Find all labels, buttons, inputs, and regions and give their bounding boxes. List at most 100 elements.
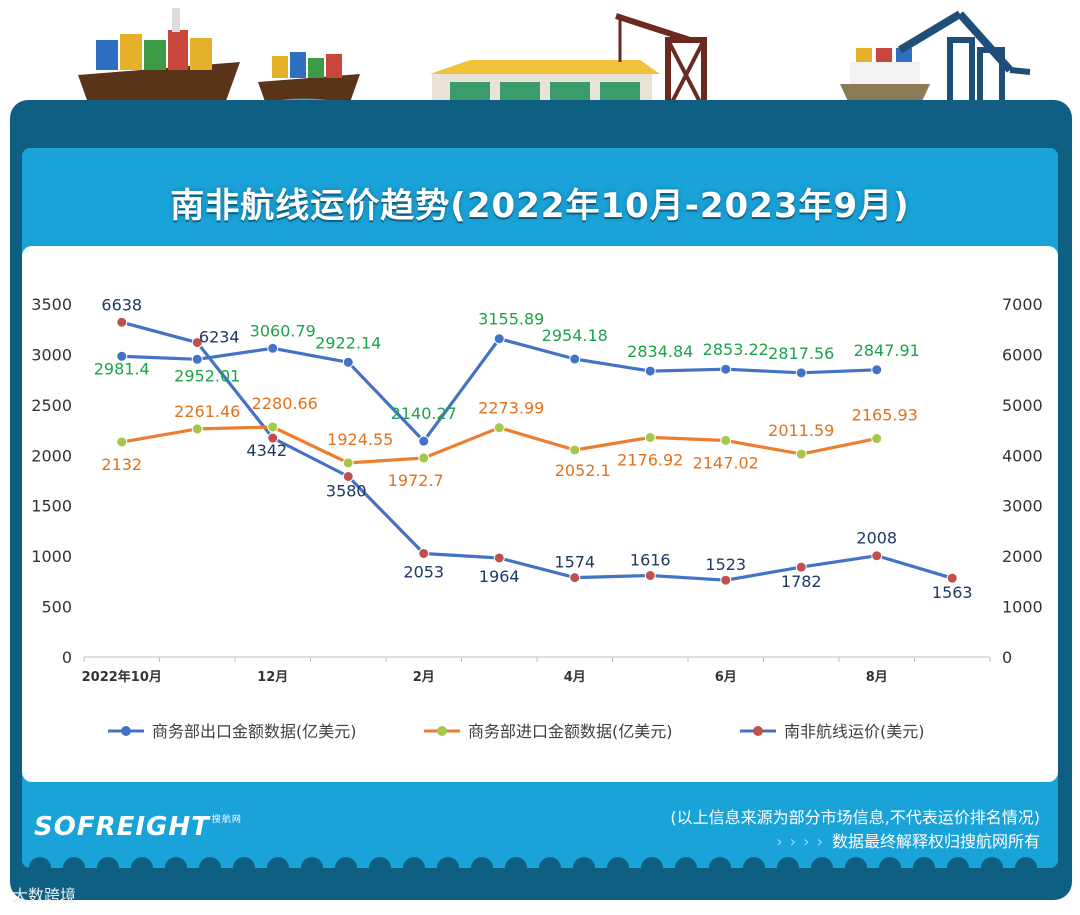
point-import <box>644 431 656 443</box>
data-label-export: 2853.22 <box>703 340 769 359</box>
point-freight <box>795 561 807 573</box>
scallop <box>165 857 187 879</box>
data-labels: 6638 6234 4342 3580 2053 1964 1574 1616 1523 1782… <box>94 295 973 602</box>
data-label-export: 2954.18 <box>542 326 608 345</box>
data-label-import: 2176.92 <box>617 450 683 469</box>
scallop <box>539 857 561 879</box>
data-label-import: 1924.55 <box>327 430 393 449</box>
data-label-export: 2834.84 <box>627 342 693 361</box>
scallop <box>471 857 493 879</box>
scallop <box>913 857 935 879</box>
legend-label-export: 商务部出口金额数据(亿美元) <box>152 722 357 741</box>
scallop <box>675 857 697 879</box>
data-label-freight: 6234 <box>199 328 240 347</box>
point-import <box>569 444 581 456</box>
data-label-export: 2847.91 <box>854 341 920 360</box>
data-label-freight: 1964 <box>479 567 520 586</box>
x-tick-label: 4月 <box>564 670 586 685</box>
point-export <box>569 353 581 365</box>
data-label-export: 2952.01 <box>174 366 240 385</box>
point-export <box>418 435 430 447</box>
data-label-export: 2140.27 <box>391 404 457 423</box>
data-label-import: 2132 <box>101 455 142 474</box>
point-import <box>493 422 505 434</box>
y-right-tick-label: 7000 <box>1002 295 1043 314</box>
x-tick-label: 12月 <box>257 670 288 685</box>
point-import <box>795 448 807 460</box>
data-label-freight: 6638 <box>101 295 142 314</box>
scallop <box>879 857 901 879</box>
data-label-freight: 1616 <box>630 551 671 570</box>
y-right-tick-label: 4000 <box>1002 446 1043 465</box>
data-label-export: 2981.4 <box>94 359 150 378</box>
point-export <box>871 364 883 376</box>
x-tick-label: 2022年10月 <box>82 669 162 685</box>
chart-card <box>22 246 1058 782</box>
y-left-tick-label: 2500 <box>31 396 72 415</box>
point-freight <box>720 574 732 586</box>
point-export <box>493 333 505 345</box>
data-label-export: 3060.79 <box>250 321 316 340</box>
point-import <box>191 423 203 435</box>
y-right-tick-label: 3000 <box>1002 497 1043 516</box>
y-left-tick-label: 3500 <box>31 295 72 314</box>
scallop <box>777 857 799 879</box>
data-label-export: 3155.89 <box>478 310 544 329</box>
scallop <box>199 857 221 879</box>
point-export <box>720 363 732 375</box>
point-freight <box>342 470 354 482</box>
logo-text: SOFREIGHT <box>34 812 210 842</box>
rights-text: 数据最终解释权归搜航网所有 <box>831 832 1040 851</box>
point-import <box>418 452 430 464</box>
legend-marker-freight <box>753 726 763 736</box>
x-tick-label: 2月 <box>413 670 435 685</box>
data-label-freight: 1574 <box>554 553 595 572</box>
frame-scallops <box>29 857 1037 879</box>
scallop <box>709 857 731 879</box>
scallop <box>1015 857 1037 879</box>
scallop <box>233 857 255 879</box>
point-import <box>267 421 279 433</box>
point-freight <box>267 432 279 444</box>
sofreight-logo: SOFREIGHT 搜航网 <box>34 812 242 842</box>
data-label-freight: 1782 <box>781 572 822 591</box>
point-export <box>795 367 807 379</box>
scallop <box>743 857 765 879</box>
data-label-export: 2922.14 <box>315 333 381 352</box>
point-freight <box>191 337 203 349</box>
point-freight <box>946 572 958 584</box>
scallop <box>131 857 153 879</box>
scallop <box>335 857 357 879</box>
point-import <box>720 434 732 446</box>
scallop <box>97 857 119 879</box>
scallop <box>369 857 391 879</box>
harbor-crane-right-icon <box>897 10 1031 113</box>
data-label-freight: 1523 <box>705 555 746 574</box>
y-left-tick-label: 1000 <box>31 547 72 566</box>
data-label-freight: 1563 <box>932 583 973 602</box>
point-export <box>644 365 656 377</box>
scallop <box>811 857 833 879</box>
scallop <box>437 857 459 879</box>
point-freight <box>493 552 505 564</box>
watermark: 大数跨境 <box>12 886 77 905</box>
scallop <box>29 857 51 879</box>
data-label-import: 2165.93 <box>852 406 918 425</box>
data-label-import: 2147.02 <box>693 453 759 472</box>
data-label-freight: 2053 <box>403 562 444 581</box>
scallop <box>641 857 663 879</box>
data-label-export: 2817.56 <box>768 344 834 363</box>
y-left-tick-label: 1500 <box>31 497 72 516</box>
point-freight <box>116 316 128 328</box>
y-left-tick-label: 2000 <box>31 446 72 465</box>
x-tick-label: 6月 <box>715 670 737 685</box>
data-label-import: 2280.66 <box>252 394 318 413</box>
scallop <box>301 857 323 879</box>
scallop <box>947 857 969 879</box>
scallop <box>981 857 1003 879</box>
point-freight <box>644 570 656 582</box>
legend-label-import: 商务部进口金额数据(亿美元) <box>468 722 673 741</box>
chart-title: 南非航线运价趋势(2022年10月-2023年9月) <box>170 186 910 226</box>
point-freight <box>871 550 883 562</box>
